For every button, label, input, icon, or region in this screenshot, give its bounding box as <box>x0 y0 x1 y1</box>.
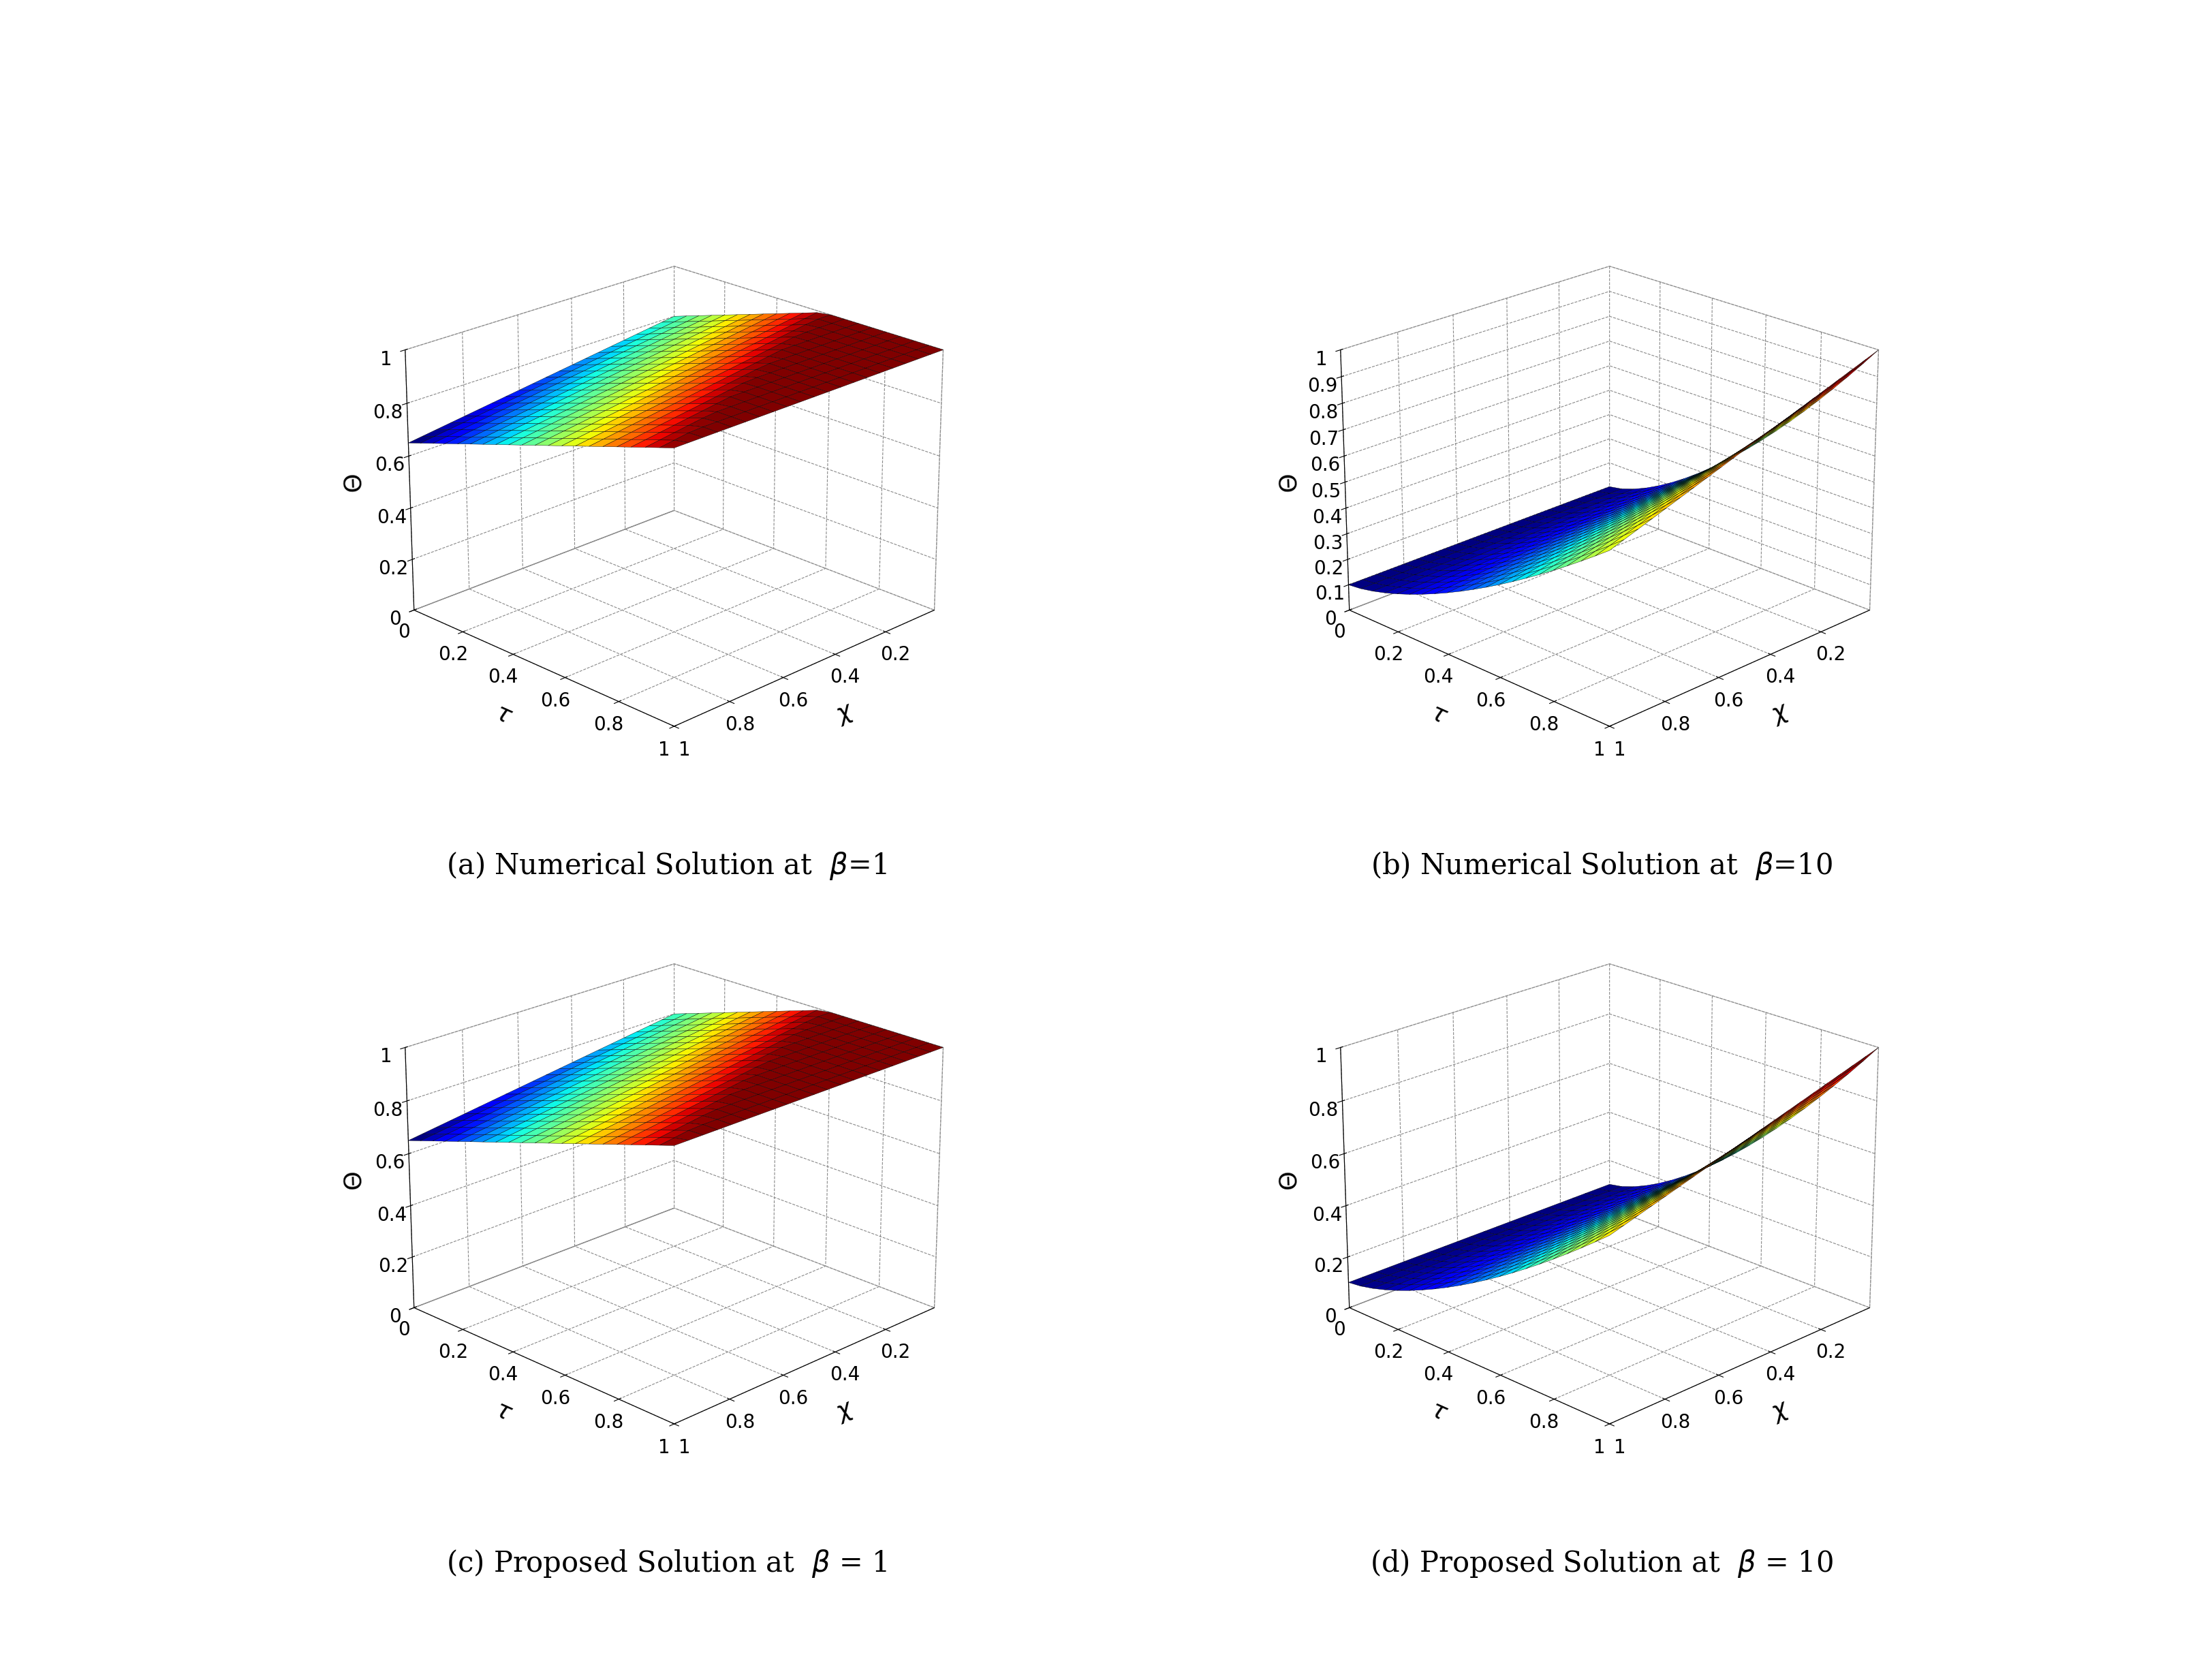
X-axis label: $\chi$: $\chi$ <box>832 699 858 729</box>
X-axis label: $\chi$: $\chi$ <box>1767 1397 1792 1427</box>
Text: (b) Numerical Solution at  $\beta$=10: (b) Numerical Solution at $\beta$=10 <box>1369 850 1832 882</box>
Y-axis label: $\tau$: $\tau$ <box>491 1399 515 1425</box>
Y-axis label: $\tau$: $\tau$ <box>1427 1399 1451 1425</box>
Text: (a) Numerical Solution at  $\beta$=1: (a) Numerical Solution at $\beta$=1 <box>447 850 887 882</box>
Text: (d) Proposed Solution at  $\beta$ = 10: (d) Proposed Solution at $\beta$ = 10 <box>1369 1548 1834 1580</box>
Text: (c) Proposed Solution at  $\beta$ = 1: (c) Proposed Solution at $\beta$ = 1 <box>447 1548 887 1580</box>
X-axis label: $\chi$: $\chi$ <box>832 1397 858 1427</box>
Y-axis label: $\tau$: $\tau$ <box>1427 701 1451 728</box>
Y-axis label: $\tau$: $\tau$ <box>491 701 515 728</box>
X-axis label: $\chi$: $\chi$ <box>1767 699 1792 729</box>
